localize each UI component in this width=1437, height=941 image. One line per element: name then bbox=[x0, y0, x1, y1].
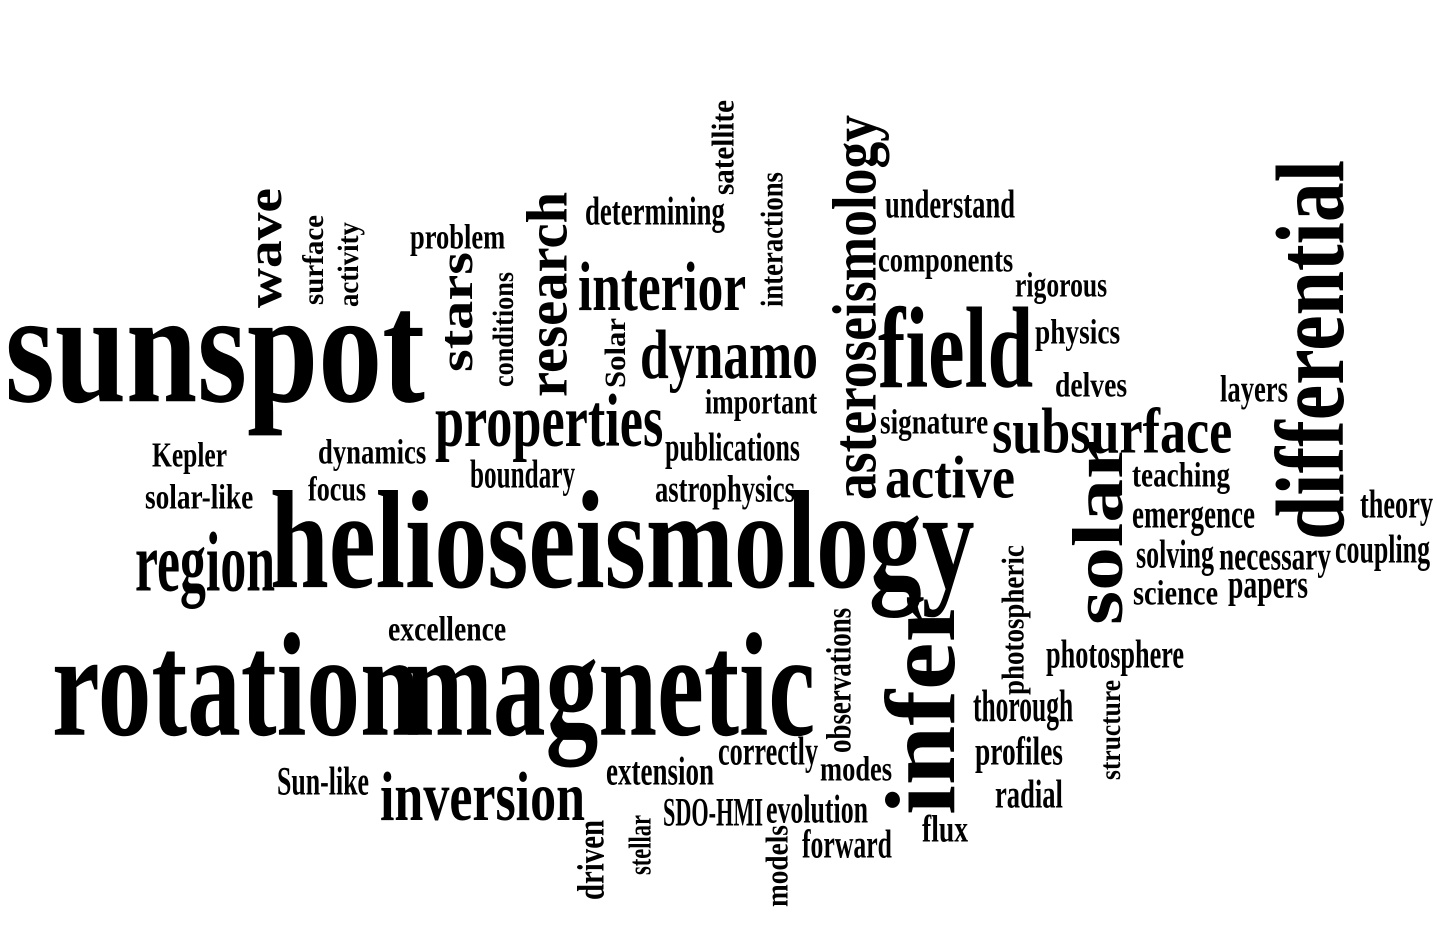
word-stellar: stellar bbox=[623, 815, 659, 875]
word-rigorous: rigorous bbox=[1015, 265, 1108, 305]
word-necessary: necessary bbox=[1219, 535, 1332, 579]
word-rotation: rotation bbox=[52, 603, 420, 768]
word-flux: flux bbox=[922, 807, 969, 850]
word-layers: layers bbox=[1220, 367, 1288, 410]
word-sdo-hmi: SDO-HMI bbox=[663, 791, 763, 835]
word-photosphere: photosphere bbox=[1046, 633, 1185, 677]
word-solar-like: solar-like bbox=[145, 477, 254, 517]
word-properties: properties bbox=[435, 380, 664, 464]
word-solving: solving bbox=[1136, 533, 1215, 577]
word-solar-small: Solar bbox=[598, 317, 632, 388]
word-emergence: emergence bbox=[1132, 493, 1255, 537]
word-correctly: correctly bbox=[718, 730, 819, 774]
word-interactions: interactions bbox=[755, 172, 791, 307]
word-forward: forward bbox=[802, 823, 892, 867]
word-asteroseismology: asteroseismology bbox=[821, 115, 890, 500]
word-signature: signature bbox=[880, 402, 989, 442]
word-evolution: evolution bbox=[766, 788, 869, 832]
word-coupling: coupling bbox=[1335, 528, 1431, 572]
word-driven: driven bbox=[569, 819, 612, 900]
word-components: components bbox=[878, 240, 1014, 280]
word-sun-like: Sun-like bbox=[277, 760, 370, 804]
word-modes: modes bbox=[820, 749, 893, 789]
word-models: models bbox=[760, 825, 796, 907]
word-profiles: profiles bbox=[975, 730, 1064, 774]
word-thorough: thorough bbox=[973, 682, 1074, 732]
word-science: science bbox=[1133, 573, 1219, 613]
word-sunspot: sunspot bbox=[5, 259, 425, 437]
word-magnetic: magnetic bbox=[405, 603, 816, 768]
word-structure: structure bbox=[1093, 679, 1127, 780]
word-problem: problem bbox=[410, 217, 506, 257]
word-satellite: satellite bbox=[706, 100, 742, 195]
word-interior: interior bbox=[578, 248, 747, 326]
word-observations: observations bbox=[819, 607, 859, 753]
word-conditions: conditions bbox=[486, 271, 520, 387]
word-astrophysics: astrophysics bbox=[655, 467, 795, 510]
word-photospheric: photospheric bbox=[996, 545, 1032, 695]
word-delves: delves bbox=[1055, 365, 1128, 405]
word-differential: differential bbox=[1256, 160, 1365, 540]
word-radial: radial bbox=[995, 773, 1063, 817]
word-research: research bbox=[516, 191, 580, 397]
word-boundary: boundary bbox=[470, 453, 576, 497]
word-physics: physics bbox=[1035, 312, 1121, 352]
word-determining: determining bbox=[585, 190, 725, 234]
word-understand: understand bbox=[885, 183, 1016, 227]
word-kepler: Kepler bbox=[152, 435, 228, 475]
word-helioseismology: helioseismology bbox=[270, 462, 975, 618]
word-papers: papers bbox=[1228, 563, 1308, 607]
word-publications: publications bbox=[665, 426, 800, 470]
word-solar: solar bbox=[1059, 440, 1139, 625]
word-excellence: excellence bbox=[388, 609, 507, 649]
word-inversion: inversion bbox=[380, 758, 585, 836]
word-activity: activity bbox=[331, 222, 365, 307]
word-subsurface: subsurface bbox=[992, 394, 1233, 467]
word-surface: surface bbox=[296, 214, 330, 305]
word-active: active bbox=[885, 444, 1016, 511]
word-region: region bbox=[135, 515, 276, 610]
word-extension: extension bbox=[606, 750, 715, 794]
word-field: field bbox=[878, 285, 1034, 413]
word-dynamo: dynamo bbox=[640, 316, 819, 394]
word-important: important bbox=[705, 382, 818, 422]
word-stars: stars bbox=[429, 252, 483, 372]
word-wave: wave bbox=[237, 188, 293, 308]
word-theory: theory bbox=[1360, 483, 1434, 527]
word-focus: focus bbox=[308, 469, 367, 509]
word-dynamics: dynamics bbox=[318, 432, 427, 472]
word-teaching: teaching bbox=[1132, 455, 1231, 495]
